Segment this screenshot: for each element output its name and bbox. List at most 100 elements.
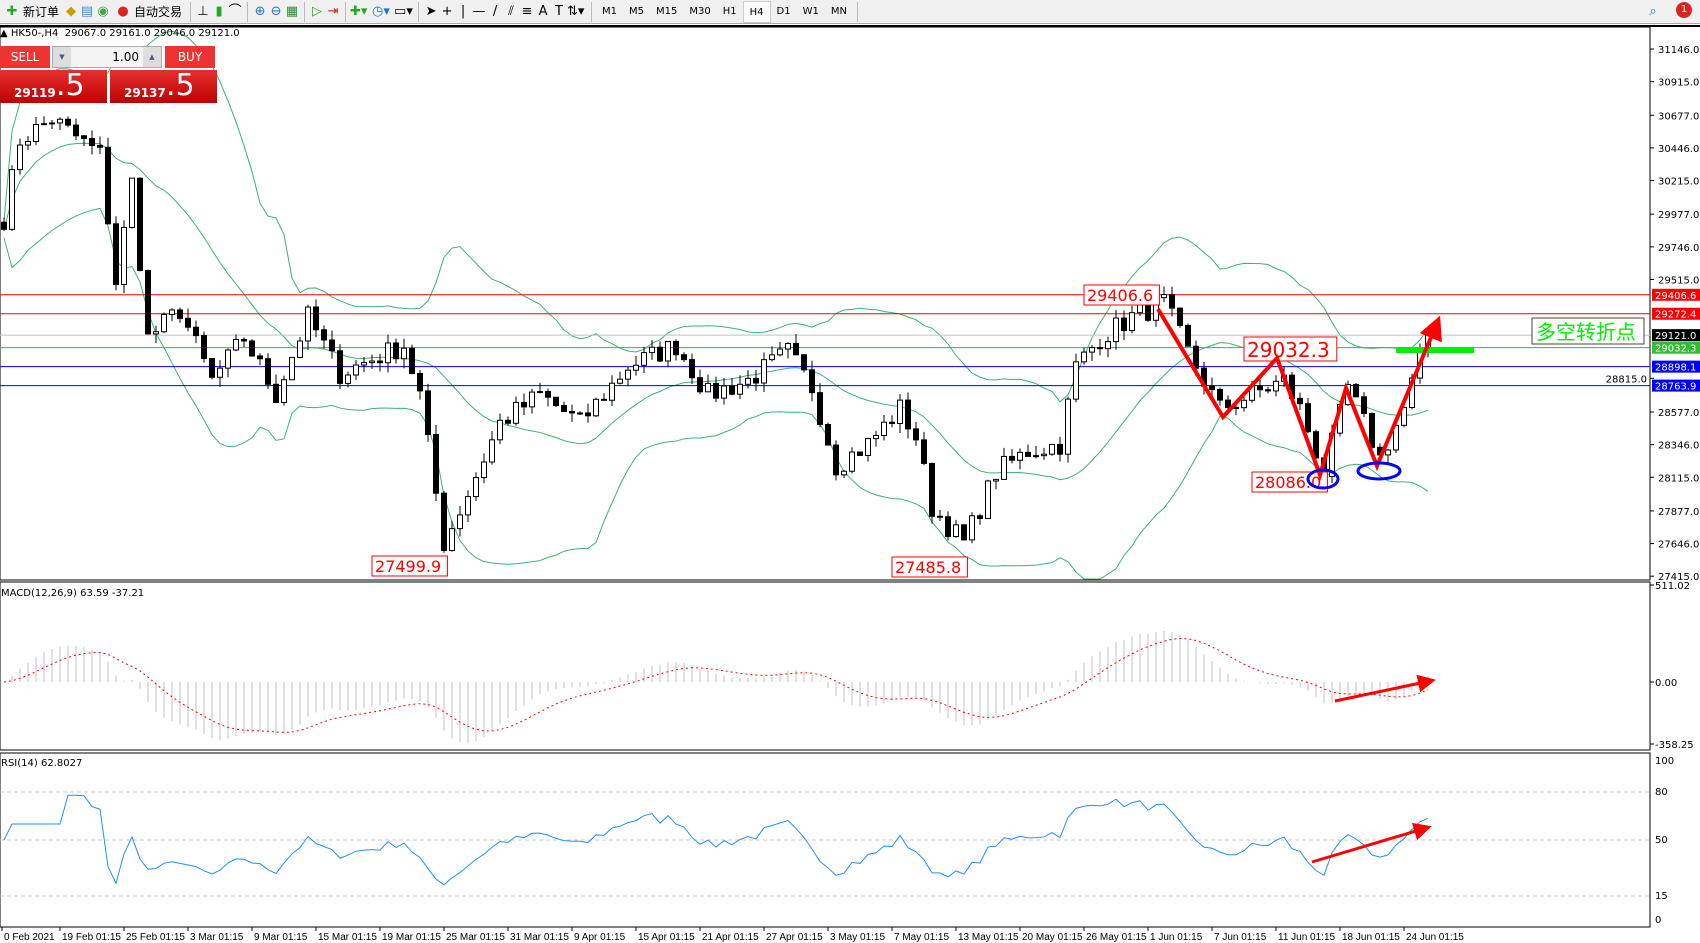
zoom-in-icon[interactable]: ⊕	[254, 3, 266, 19]
candle	[625, 366, 631, 387]
candle-body	[969, 515, 975, 541]
timeframe-mn[interactable]: MN	[830, 5, 847, 17]
candle-body	[329, 339, 335, 352]
time-axis-label: 9 Apr 01:15	[574, 932, 626, 943]
zoom-out-icon[interactable]: ⊖	[270, 3, 282, 19]
bollinger-lower-band	[3, 207, 1429, 580]
time-axis-label: 26 May 01:15	[1086, 932, 1147, 943]
horizontal-line-icon[interactable]: —	[472, 3, 486, 19]
crosshair-icon[interactable]: +	[441, 3, 453, 19]
candle	[633, 355, 639, 376]
time-axis-label: 31 Mar 01:15	[510, 932, 569, 943]
candle-body	[233, 338, 239, 351]
candle	[1057, 436, 1063, 462]
candle	[1105, 336, 1111, 358]
price-axis-label: 28577.0	[1658, 408, 1699, 419]
timeframe-m5[interactable]: M5	[629, 5, 645, 17]
lot-decrease-icon[interactable]: ▼	[53, 47, 71, 67]
fibonacci-icon[interactable]: ≡	[521, 3, 533, 19]
candle	[1129, 305, 1135, 334]
timeframe-h4[interactable]: H4	[742, 0, 771, 23]
buy-price[interactable]: 29137.5	[110, 68, 217, 103]
rsi-axis-label: 50	[1655, 835, 1668, 846]
candle-body	[25, 141, 31, 146]
candle-body	[1177, 307, 1183, 326]
candle	[25, 135, 31, 151]
vertical-line-icon[interactable]: |	[460, 3, 466, 19]
candle	[1113, 309, 1119, 350]
candle-body	[1385, 449, 1391, 456]
candle	[641, 346, 647, 373]
trendline-icon[interactable]: /	[492, 3, 498, 19]
sell-price[interactable]: 29119.5	[0, 68, 107, 103]
text-icon[interactable]: A	[538, 3, 548, 19]
candle	[313, 299, 319, 338]
candle-body	[137, 177, 143, 271]
candle	[377, 353, 383, 372]
candlestick-icon[interactable]: ▮	[215, 3, 223, 19]
new-order-button[interactable]: ✚ 新订单	[0, 1, 63, 23]
candle-body	[393, 342, 399, 360]
candle	[137, 177, 143, 272]
candle-body	[265, 358, 271, 385]
lot-size-stepper[interactable]: ▼ 1.00 ▲	[52, 46, 162, 68]
candle-body	[889, 421, 895, 425]
search-icon[interactable]: ⌕	[1649, 3, 1657, 19]
signals-icon[interactable]: ◉	[97, 3, 109, 19]
price-axis-label: 27646.0	[1658, 540, 1699, 551]
lot-increase-icon[interactable]: ▲	[143, 47, 161, 67]
candle-body	[1137, 303, 1143, 314]
candle	[1169, 286, 1175, 317]
buy-button[interactable]: BUY	[165, 46, 215, 68]
candle-body	[49, 122, 55, 125]
notification-badge[interactable]: 1	[1676, 2, 1692, 18]
market-watch-icon[interactable]: ◆	[66, 3, 77, 19]
timeframe-w1[interactable]: W1	[802, 5, 819, 17]
candle	[617, 371, 623, 385]
timeframe-m1[interactable]: M1	[602, 5, 618, 17]
candle	[993, 478, 999, 490]
divider	[345, 1, 347, 22]
templates-icon[interactable]: ▭▾	[394, 3, 413, 19]
navigator-icon[interactable]: ▤	[80, 3, 94, 19]
candle	[705, 374, 711, 393]
timeframe-m30[interactable]: M30	[689, 5, 711, 17]
candle-body	[761, 359, 767, 384]
candle	[273, 374, 279, 404]
lot-size-input[interactable]: 1.00	[112, 50, 139, 64]
candle-body	[1161, 294, 1167, 299]
line-chart-icon[interactable]: ⌒	[228, 3, 242, 19]
candle-body	[873, 434, 879, 440]
zigzag-arrow	[1156, 307, 1442, 482]
candle-body	[1401, 406, 1407, 426]
auto-trade-button[interactable]: ● 自动交易	[111, 1, 186, 23]
candle-body	[369, 360, 375, 364]
bar-chart-icon[interactable]: ⊥	[197, 3, 209, 19]
tile-windows-icon[interactable]: ▦	[285, 3, 299, 19]
candle	[1121, 310, 1127, 341]
timeframe-h1[interactable]: H1	[722, 5, 737, 17]
indicators-icon[interactable]: ✚▾	[350, 3, 368, 19]
candle-body	[609, 382, 615, 401]
candle	[417, 370, 423, 400]
price-axis-label: 29977.0	[1658, 210, 1699, 221]
equidistant-channel-icon[interactable]: ⫽	[508, 3, 514, 19]
periods-icon[interactable]: ◷▾	[372, 3, 390, 19]
cursor-icon[interactable]: ➤	[425, 3, 437, 19]
auto-scroll-icon[interactable]: ▷	[312, 3, 323, 19]
sell-button[interactable]: SELL	[0, 46, 50, 68]
time-axis-label: 27 Apr 01:15	[766, 932, 823, 943]
candle-body	[1089, 347, 1095, 353]
timeframe-m15[interactable]: M15	[656, 5, 678, 17]
chart-shift-icon[interactable]: ⇥	[327, 3, 339, 19]
candle-body	[1009, 455, 1015, 461]
candle-body	[81, 135, 87, 139]
candle-body	[865, 438, 871, 456]
text-label-icon[interactable]: T	[555, 3, 563, 19]
timeframe-d1[interactable]: D1	[776, 5, 791, 17]
candle-body	[897, 399, 903, 425]
level-price-tag	[1652, 307, 1700, 320]
arrows-icon[interactable]: ⇅▾	[567, 3, 585, 19]
symbol-label: HK50-,H4	[10, 28, 59, 39]
